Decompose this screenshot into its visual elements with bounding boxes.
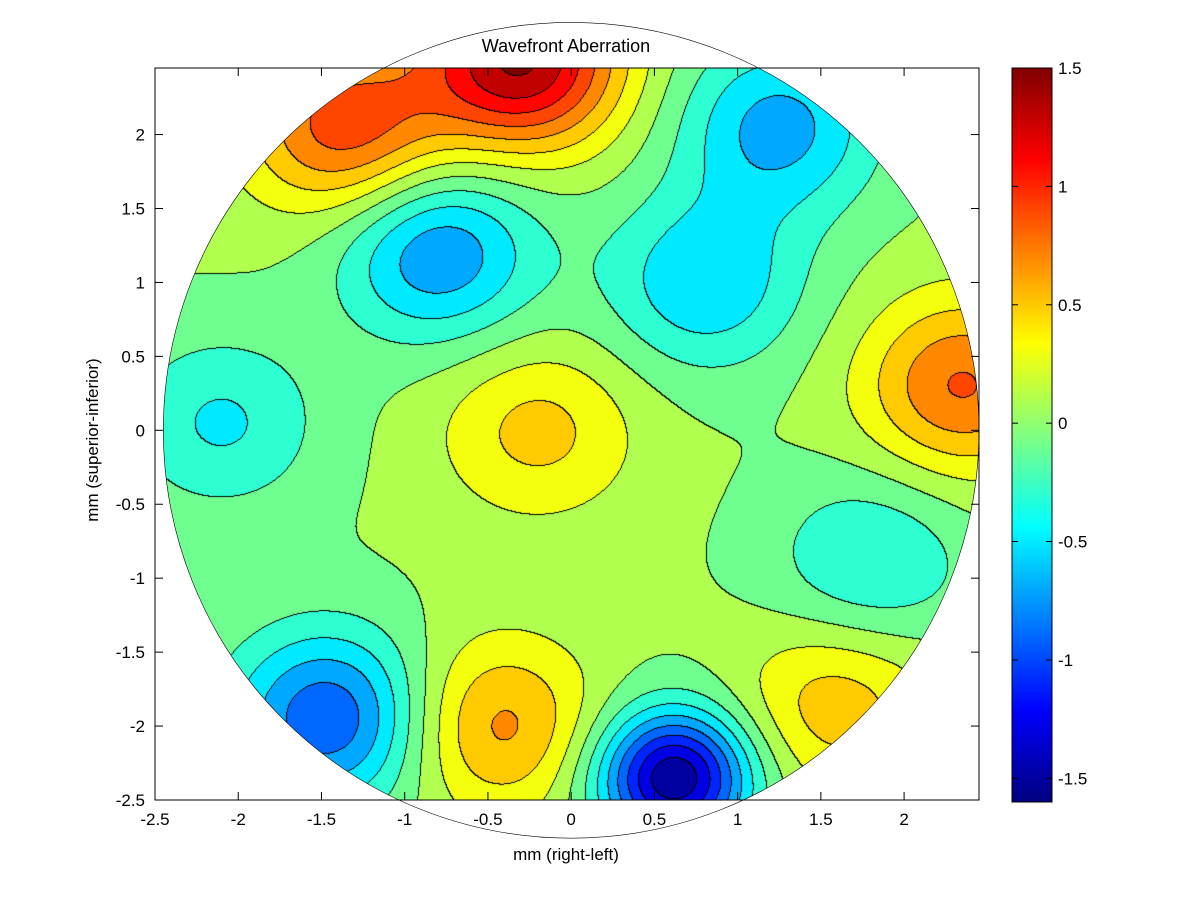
colorbar-ticks: 1.5 1 0.5 0 -0.5 -1 -1.5 [1012, 59, 1087, 788]
colorbar-tick-label: 0.5 [1058, 296, 1082, 315]
y-tick-label: -2 [130, 717, 145, 736]
contour-fill [163, 68, 979, 800]
x-axis-label: mm (right-left) [513, 845, 619, 864]
x-tick-label: -2 [231, 810, 246, 829]
x-tick-label: -1 [397, 810, 412, 829]
x-tick-label: 0 [566, 810, 575, 829]
y-tick-label: -2.5 [116, 791, 145, 810]
y-tick-label: 0 [136, 421, 145, 440]
y-tick-label: 0.5 [121, 347, 145, 366]
colorbar-tick-label: 1 [1058, 177, 1067, 196]
x-axis: -2.5 -2 -1.5 -1 -0.5 0 0.5 1 1.5 2 [140, 68, 909, 829]
y-tick-label: 1.5 [121, 199, 145, 218]
x-tick-label: 0.5 [643, 810, 667, 829]
y-tick-label: -0.5 [116, 495, 145, 514]
chart-title: Wavefront Aberration [482, 36, 650, 56]
y-tick-label: 2 [136, 126, 145, 145]
colorbar-tick-label: -1 [1058, 651, 1073, 670]
colorbar: 1.5 1 0.5 0 -0.5 -1 -1.5 [1011, 59, 1087, 803]
y-tick-label: -1.5 [116, 643, 145, 662]
colorbar-tick-label: 1.5 [1058, 59, 1082, 78]
colorbar-tick-label: 0 [1058, 414, 1067, 433]
x-tick-label: -1.5 [307, 810, 336, 829]
contour-map [163, 68, 979, 800]
colorbar-tick-label: -0.5 [1058, 533, 1087, 552]
y-tick-label: -1 [130, 569, 145, 588]
y-tick-label: 1 [136, 273, 145, 292]
colorbar-tick-label: -1.5 [1058, 769, 1087, 788]
x-tick-label: 1 [733, 810, 742, 829]
plot-area: -2.5 -2 -1.5 -1 -0.5 0 0.5 1 1.5 2 21.510.50-0.5-… [116, 22, 980, 839]
y-axis: 2 1.5 1 0.5 0 -0.5 -1 -1.5 -2 -2.5 [116, 126, 979, 810]
x-tick-label: -2.5 [140, 810, 169, 829]
x-tick-label: 1.5 [809, 810, 833, 829]
y-axis-label: mm (superior-inferior) [83, 358, 102, 521]
x-tick-label: 2 [899, 810, 908, 829]
x-tick-label: -0.5 [473, 810, 502, 829]
